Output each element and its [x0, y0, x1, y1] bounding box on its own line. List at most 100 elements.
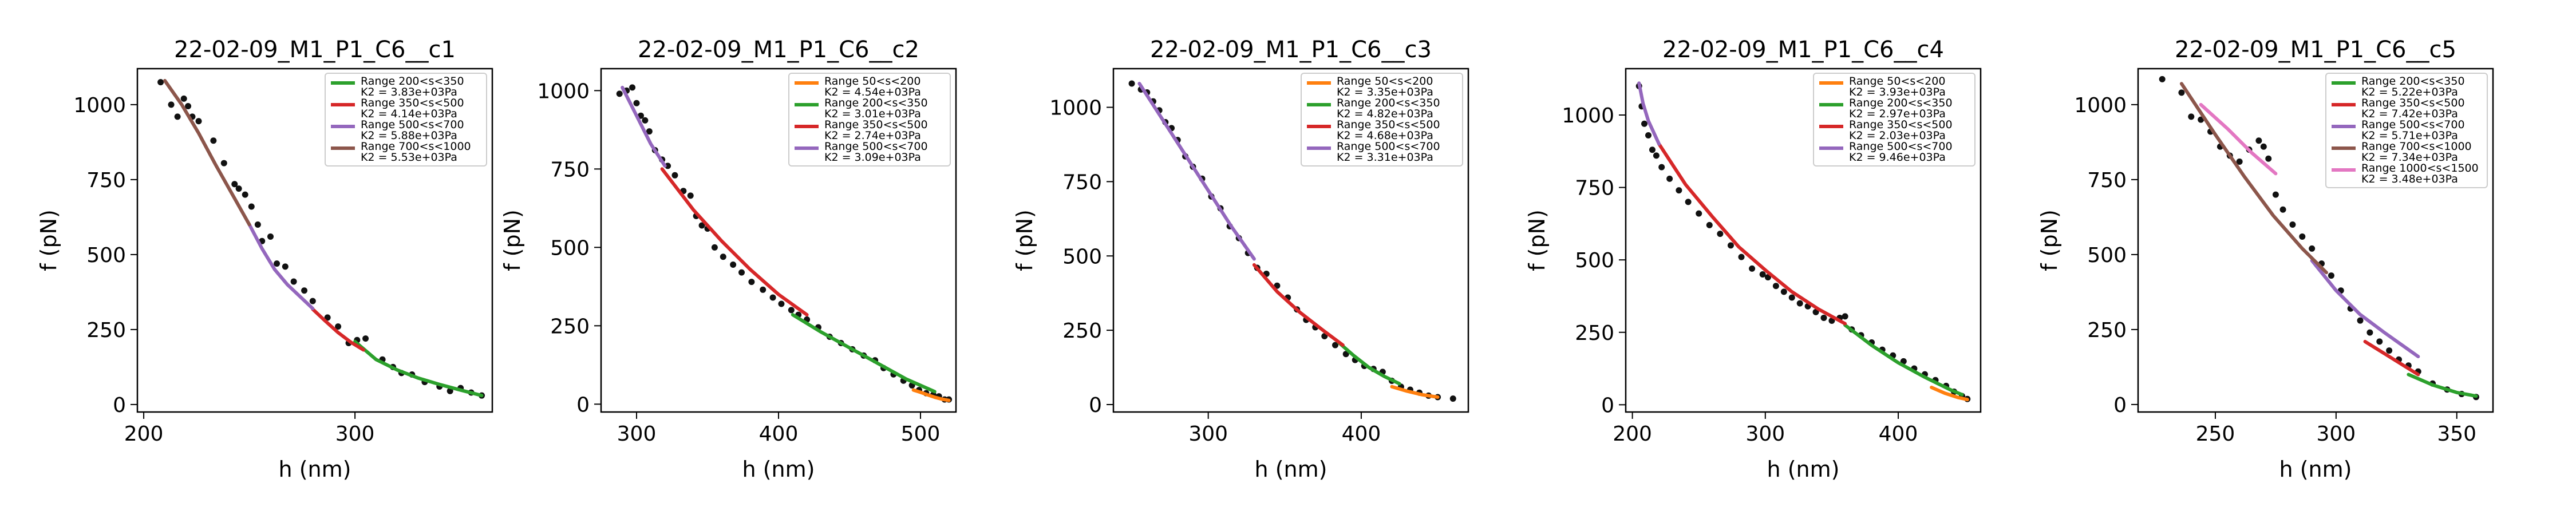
data-point: [290, 278, 297, 285]
data-point: [1738, 253, 1745, 260]
legend-series-name: Range 700<s<1000: [361, 140, 471, 153]
y-tick-label: 0: [113, 394, 126, 417]
data-point: [720, 253, 726, 260]
chart-panel-4: 22-02-09_M1_P1_C6__c4h (nm) f (pN) 200 300 4…: [1524, 37, 1982, 482]
legend-k2-value: K2 = 3.09e+03Pa: [824, 151, 921, 164]
x-tick-label: 250: [2196, 422, 2235, 446]
x-tick-label: 300: [1745, 422, 1785, 446]
data-point: [633, 100, 640, 106]
data-point: [778, 300, 785, 307]
y-tick-label: 500: [1062, 245, 1102, 268]
legend-series-name: Range 200<s<350: [824, 97, 928, 109]
chart-title: 22-02-09_M1_P1_C6__c5: [2175, 37, 2456, 63]
data-point: [730, 261, 737, 268]
data-point: [1780, 288, 1787, 295]
legend-series-name: Range 350<s<500: [1337, 118, 1440, 131]
data-point: [282, 263, 289, 270]
legend-k2-value: K2 = 4.54e+03Pa: [824, 86, 921, 98]
y-tick-label: 500: [86, 244, 126, 267]
x-tick-label: 400: [759, 422, 799, 446]
data-point: [665, 163, 671, 169]
y-tick-label: 750: [86, 169, 126, 192]
data-point: [788, 307, 795, 314]
x-axis-label: h (nm): [279, 457, 351, 482]
y-tick-label: 1000: [1049, 97, 1102, 120]
legend-k2-value: K2 = 2.74e+03Pa: [824, 129, 921, 142]
x-axis-label: h (nm): [2279, 457, 2352, 482]
data-point: [2260, 143, 2267, 150]
legend-series-name: Range 700<s<1000: [2361, 140, 2472, 153]
data-point: [687, 192, 694, 199]
fit-line-2: [311, 307, 365, 352]
data-point: [157, 79, 164, 86]
data-point: [231, 181, 238, 188]
y-tick-label: 750: [2087, 169, 2127, 192]
x-tick-label: 300: [2316, 422, 2356, 446]
legend-series-name: Range 350<s<500: [361, 97, 464, 109]
data-point: [1641, 120, 1648, 127]
legend-series-name: Range 200<s<350: [1849, 97, 1953, 109]
data-point: [254, 221, 261, 228]
y-axis-label: f (pN): [1524, 209, 1550, 271]
data-point: [2376, 338, 2383, 345]
data-point: [2299, 233, 2306, 240]
legend-series-name: Range 200<s<350: [1337, 97, 1440, 109]
legend-k2-value: K2 = 7.42e+03Pa: [2361, 108, 2458, 120]
y-tick-label: 250: [1575, 322, 1614, 345]
y-axis-label: f (pN): [36, 209, 61, 271]
y-tick-label: 1000: [537, 80, 590, 103]
data-point: [324, 314, 331, 321]
chart-panel-3: 22-02-09_M1_P1_C6__c3h (nm) f (pN) 300 400 0…: [1012, 37, 1469, 482]
legend-k2-value: K2 = 3.31e+03Pa: [1337, 151, 1433, 164]
data-point: [646, 128, 653, 135]
fit-line-2: [1843, 323, 1964, 397]
fit-line-4: [1637, 81, 1661, 146]
x-tick-label: 300: [1188, 422, 1228, 446]
plot-frame: [1625, 68, 1982, 413]
data-point: [1749, 265, 1756, 272]
y-axis-label: f (pN): [2037, 209, 2062, 271]
data-point: [301, 287, 308, 294]
data-points: [157, 79, 485, 399]
data-point: [1666, 175, 1673, 182]
data-point: [335, 323, 342, 330]
fit-line-3: [1657, 142, 1847, 326]
data-point: [671, 172, 678, 179]
legend-k2-value: K2 = 3.48e+03Pa: [2361, 173, 2458, 185]
legend-box: [325, 73, 487, 167]
legend-series-name: Range 1000<s<1500: [2361, 162, 2479, 175]
x-tick-label: 200: [124, 422, 164, 446]
fit-line-5: [2199, 102, 2278, 176]
legend-k2-value: K2 = 4.14e+03Pa: [361, 108, 457, 120]
data-point: [616, 90, 623, 97]
fit-line-3: [660, 167, 809, 317]
x-tick-label: 300: [617, 422, 657, 446]
data-point: [1676, 187, 1682, 194]
data-point: [1696, 210, 1702, 217]
fit-line-2: [1336, 340, 1401, 386]
y-tick-label: 750: [1062, 171, 1102, 194]
y-tick-label: 250: [550, 315, 590, 338]
data-point: [2328, 272, 2334, 279]
legend-k2-value: K2 = 7.34e+03Pa: [2361, 151, 2458, 164]
data-point: [242, 191, 248, 198]
chart-title: 22-02-09_M1_P1_C6__c2: [638, 37, 919, 63]
data-point: [2159, 76, 2166, 82]
legend-series-name: Range 500<s<700: [1849, 140, 1953, 153]
y-tick-label: 500: [550, 236, 590, 260]
data-point: [2272, 191, 2279, 198]
fit-line-1: [1930, 386, 1969, 402]
chart-panel-1: 22-02-09_M1_P1_C6__c1h (nm) f (pN) 200 300 0…: [36, 37, 493, 482]
data-point: [185, 103, 192, 110]
data-point: [1706, 221, 1713, 228]
fit-line-4: [163, 79, 251, 227]
y-tick-label: 250: [86, 319, 126, 342]
data-point: [235, 185, 242, 192]
legend-k2-value: K2 = 5.53e+03Pa: [361, 151, 457, 164]
data-point: [1772, 283, 1779, 290]
fit-line-2: [791, 313, 937, 394]
legend-box: [788, 73, 951, 167]
